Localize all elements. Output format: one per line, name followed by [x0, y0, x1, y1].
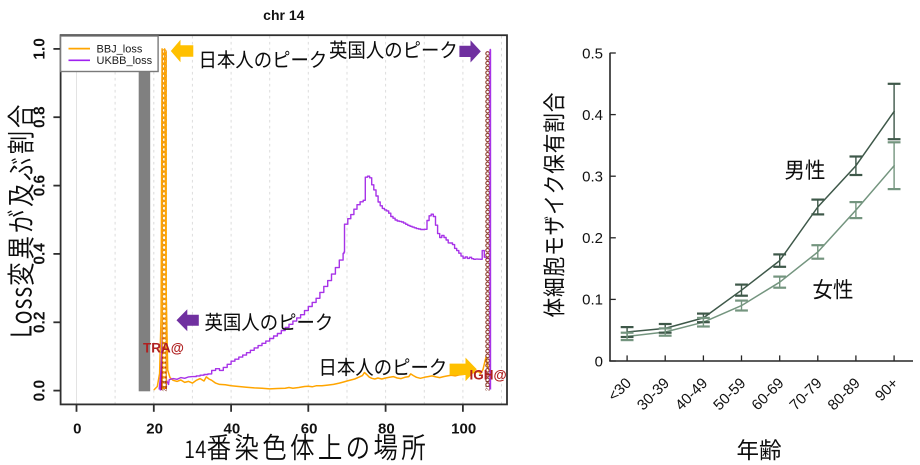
svg-text:0.4: 0.4: [31, 243, 48, 265]
svg-text:0.6: 0.6: [31, 174, 48, 196]
svg-text:UKBB_loss: UKBB_loss: [97, 55, 153, 67]
svg-text:20: 20: [146, 421, 163, 438]
svg-text:1.0: 1.0: [31, 38, 48, 60]
svg-text:21.4: 21.4: [485, 380, 491, 391]
svg-text:0.4: 0.4: [582, 107, 603, 124]
svg-text:0: 0: [595, 353, 603, 370]
svg-text:40: 40: [224, 421, 241, 438]
svg-text:21.4: 21.4: [162, 381, 168, 392]
svg-text:0.0: 0.0: [31, 380, 48, 402]
svg-text:0.2: 0.2: [31, 312, 48, 334]
svg-text:chr 14: chr 14: [263, 7, 304, 23]
svg-text:60: 60: [301, 421, 318, 438]
svg-text:80: 80: [378, 421, 395, 438]
svg-text:0.1: 0.1: [582, 292, 603, 309]
svg-text:100: 100: [451, 421, 476, 438]
svg-text:0.3: 0.3: [582, 169, 603, 186]
svg-text:0.2: 0.2: [582, 230, 603, 247]
svg-text:0.5: 0.5: [582, 45, 603, 62]
svg-text:BBJ_loss: BBJ_loss: [97, 43, 143, 55]
svg-text:0.8: 0.8: [31, 106, 48, 128]
svg-text:IGH@: IGH@: [470, 368, 507, 383]
svg-text:0: 0: [73, 421, 81, 438]
svg-text:TRA@: TRA@: [143, 341, 184, 356]
